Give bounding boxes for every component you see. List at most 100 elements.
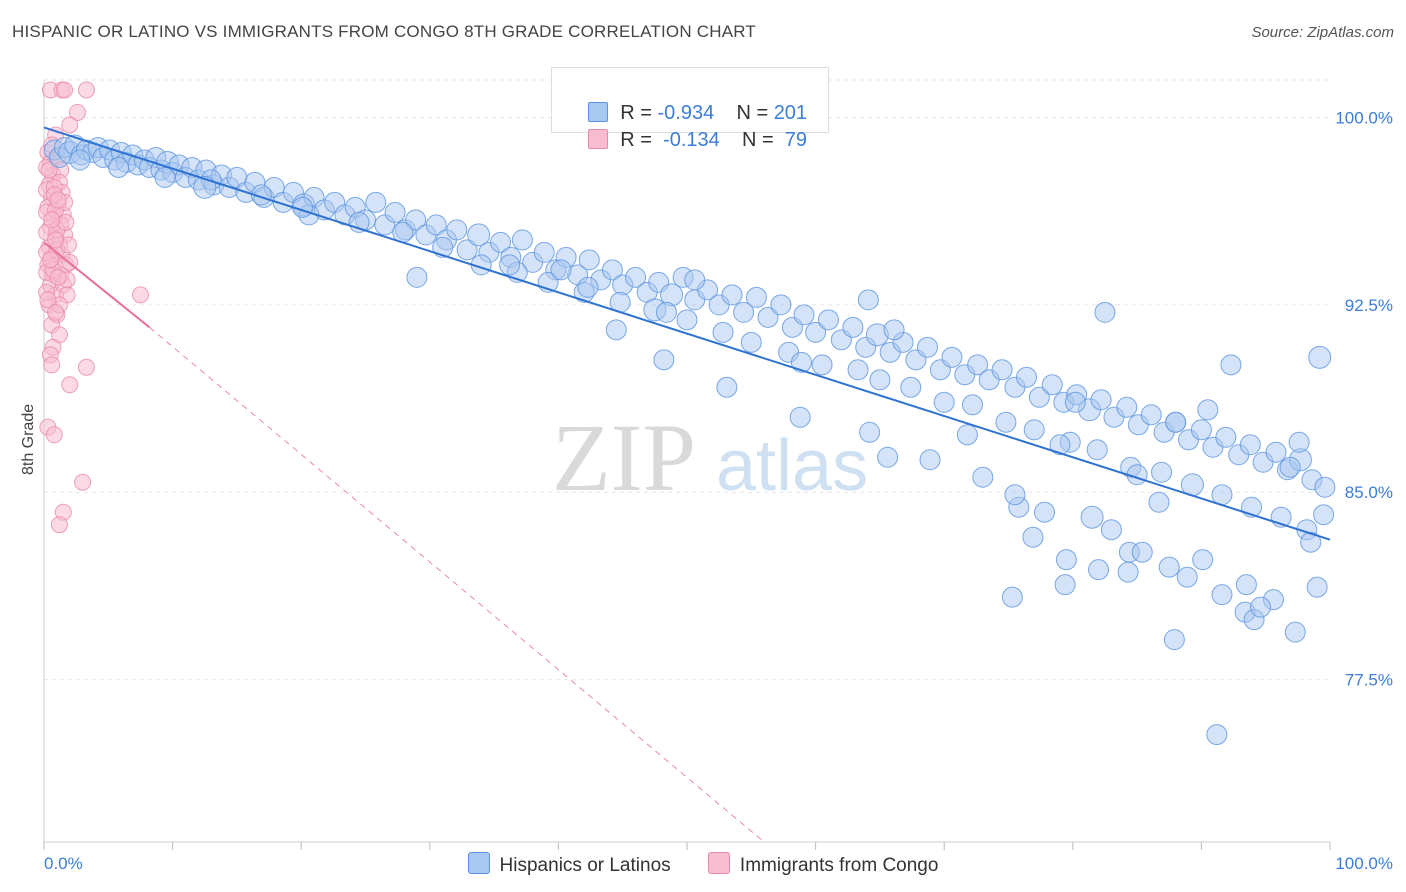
hispanic-point <box>490 231 512 253</box>
hispanic-point <box>1094 301 1116 323</box>
hispanic-point <box>770 294 792 316</box>
y-tick-label: 100.0% <box>1335 108 1393 127</box>
congo-point <box>47 303 65 321</box>
hispanic-point <box>1140 404 1162 426</box>
x-tick-labels: 0.0% 100.0% <box>44 854 1393 873</box>
legend-item-congo[interactable]: Immigrants from Congo <box>707 852 939 877</box>
hispanic-point <box>1080 505 1104 529</box>
hispanic-trend-line <box>43 126 1331 541</box>
hispanic-point <box>1004 484 1026 506</box>
hispanic-point <box>991 359 1013 381</box>
hispanic-point <box>1197 399 1219 421</box>
hispanic-point <box>716 376 738 398</box>
hispanic-point <box>1064 391 1086 413</box>
hispanic-point <box>721 284 743 306</box>
hispanic-point <box>365 191 387 213</box>
hispanic-point <box>1284 621 1306 643</box>
hispanic-point <box>712 321 734 343</box>
hispanic-point <box>1215 426 1237 448</box>
hispanic-point <box>961 394 983 416</box>
legend-label: Hispanics or Latinos <box>499 855 671 876</box>
x-tick-label-max: 100.0% <box>1335 854 1393 873</box>
hispanic-point <box>1265 441 1287 463</box>
hispanic-point <box>1049 434 1071 456</box>
legend-label: Immigrants from Congo <box>739 855 939 876</box>
hispanic-point <box>1308 345 1332 369</box>
hispanic-point <box>811 354 833 376</box>
hispanic-point <box>900 376 922 398</box>
hispanic-point <box>578 249 600 271</box>
hispanic-point <box>995 411 1017 433</box>
hispanic-point <box>877 446 899 468</box>
congo-trend-extension <box>149 326 765 843</box>
hispanic-point <box>933 391 955 413</box>
congo-point <box>49 268 67 286</box>
legend-item-hispanics[interactable]: Hispanics or Latinos <box>467 852 671 877</box>
hispanic-point <box>1306 576 1328 598</box>
hispanic-point <box>857 289 879 311</box>
hispanic-point <box>1131 541 1153 563</box>
hispanic-point <box>1117 561 1139 583</box>
hispanic-point <box>1190 419 1212 441</box>
hispanic-point <box>1028 386 1050 408</box>
legend-n-value: 201 <box>773 102 808 124</box>
hispanic-point <box>1220 354 1242 376</box>
hispanic-point <box>883 319 905 341</box>
congo-trend-line <box>43 241 151 329</box>
congo-point <box>56 81 74 99</box>
legend-n-value: 79 <box>779 129 808 151</box>
hispanic-point <box>1100 519 1122 541</box>
trend-lines <box>43 126 1331 843</box>
hispanic-point <box>577 276 599 298</box>
legend-n-label: N = <box>741 129 780 151</box>
hispanic-point <box>757 306 779 328</box>
hispanic-point <box>1206 724 1228 746</box>
hispanic-point <box>1086 439 1108 461</box>
hispanic-point <box>456 239 478 261</box>
hispanic-point <box>790 351 812 373</box>
hispanic-point <box>916 336 938 358</box>
hispanic-point <box>1314 476 1336 498</box>
y-tick-label: 92.5% <box>1345 296 1393 315</box>
hispanic-point <box>467 223 491 247</box>
hispanic-point <box>533 241 555 263</box>
congo-point <box>68 103 86 121</box>
hispanic-point <box>601 259 623 281</box>
hispanic-point <box>972 466 994 488</box>
watermark: ZIP atlas <box>552 404 868 511</box>
hispanic-point <box>154 166 176 188</box>
hispanic-point <box>733 301 755 323</box>
hispanic-point <box>605 319 627 341</box>
y-tick-label: 85.0% <box>1345 483 1393 502</box>
hispanic-point <box>1016 366 1038 388</box>
hispanic-point <box>1001 586 1023 608</box>
legend-swatch-blue <box>588 102 609 122</box>
hispanic-point <box>919 449 941 471</box>
hispanic-point <box>406 266 428 288</box>
hispanic-point <box>941 346 963 368</box>
hispanic-point <box>1192 549 1214 571</box>
watermark-atlas: atlas <box>716 426 868 506</box>
y-tick-labels: 77.5% 85.0% 92.5% 100.0% <box>1335 108 1393 689</box>
legend-row-congo: R = -0.134 N = 79 <box>566 101 807 151</box>
hispanic-point <box>967 354 989 376</box>
congo-point <box>47 231 65 249</box>
congo-point <box>57 213 75 231</box>
correlation-legend: R = -0.934 N = 201 R = -0.134 N = 79 <box>551 67 829 151</box>
hispanic-point <box>653 349 675 371</box>
hispanic-point <box>847 359 869 381</box>
congo-point <box>74 473 92 491</box>
hispanic-point <box>745 286 767 308</box>
hispanic-point <box>789 406 811 428</box>
hispanic-point <box>1235 574 1257 596</box>
congo-point <box>40 161 58 179</box>
hispanic-point <box>1090 389 1112 411</box>
hispanic-point <box>1288 431 1310 453</box>
series-hispanics-or-latinos <box>43 134 1336 746</box>
congo-point <box>43 356 61 374</box>
hispanic-point <box>384 201 406 223</box>
hispanic-point <box>446 219 468 241</box>
hispanic-point <box>1158 556 1180 578</box>
hispanic-point <box>1151 461 1173 483</box>
